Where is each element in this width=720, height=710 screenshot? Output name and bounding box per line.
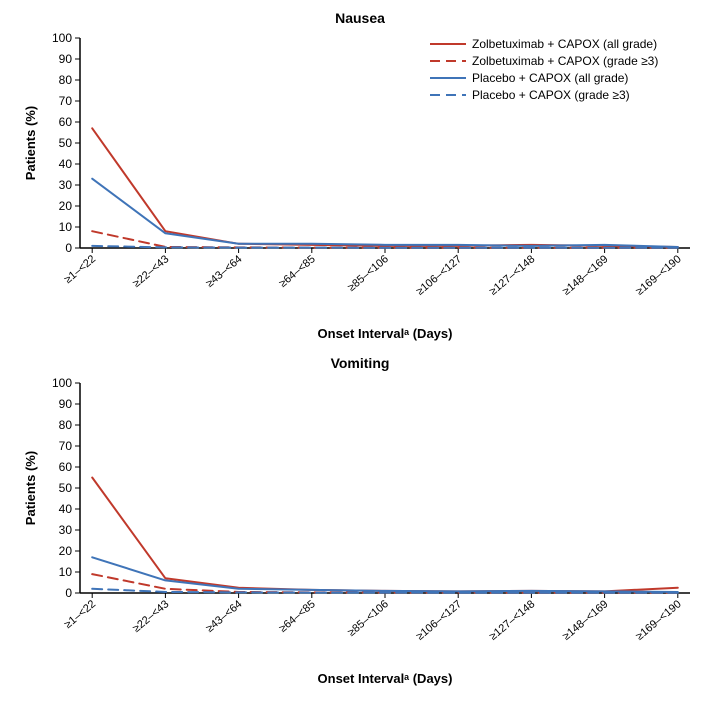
y-tick-label: 30: [59, 523, 73, 537]
x-tick-label: ≥148–<169: [560, 253, 610, 298]
legend-label: Placebo + CAPOX (grade ≥3): [472, 88, 630, 102]
y-tick-label: 20: [59, 544, 73, 558]
y-tick-label: 70: [59, 94, 73, 108]
x-tick-label: ≥43–<64: [204, 598, 245, 635]
y-tick-label: 60: [59, 115, 73, 129]
x-tick-label: ≥85–<106: [346, 598, 391, 639]
x-tick-label: ≥106–<127: [414, 598, 464, 643]
x-tick-label: ≥43–<64: [204, 253, 245, 290]
y-tick-label: 0: [65, 586, 72, 600]
y-axis-label: Patients (%): [23, 451, 38, 525]
chart-panel-nausea: Nausea 0 10 20 30 40 50 60 70 80 90 100 Patients (%)…: [10, 10, 710, 340]
chart-panel-vomiting: Vomiting 0 10 20 30 40 50 60 70 80 90 100 Patients (…: [10, 355, 710, 685]
x-tick-label: ≥64–<85: [277, 598, 318, 635]
x-tick-label: ≥106–<127: [414, 253, 464, 298]
x-tick-label: ≥64–<85: [277, 253, 318, 290]
series-line: [92, 179, 678, 247]
y-tick-label: 0: [65, 241, 72, 255]
y-tick-label: 40: [59, 502, 73, 516]
x-axis-label: Onset Intervalᵃ (Days): [318, 671, 453, 686]
chart-title: Vomiting: [10, 355, 710, 371]
series-line: [92, 557, 678, 592]
y-tick-label: 50: [59, 136, 73, 150]
x-tick-label: ≥127–<148: [487, 253, 537, 298]
y-tick-label: 60: [59, 460, 73, 474]
series-line: [92, 128, 678, 247]
x-tick-label: ≥85–<106: [346, 253, 391, 294]
x-tick-label: ≥1–<22: [62, 598, 98, 631]
chart-title: Nausea: [10, 10, 710, 26]
y-tick-label: 40: [59, 157, 73, 171]
y-axis-label: Patients (%): [23, 106, 38, 180]
legend-label: Zolbetuximab + CAPOX (all grade): [472, 37, 657, 51]
y-tick-label: 100: [52, 376, 72, 390]
figure-root: Nausea0102030405060708090100Patients (%)…: [10, 10, 710, 685]
y-tick-label: 20: [59, 199, 73, 213]
y-tick-label: 50: [59, 481, 73, 495]
series-line: [92, 478, 678, 592]
y-tick-label: 80: [59, 418, 73, 432]
y-tick-label: 90: [59, 397, 73, 411]
x-tick-label: ≥1–<22: [62, 253, 98, 286]
legend-label: Placebo + CAPOX (all grade): [472, 71, 628, 85]
x-tick-label: ≥127–<148: [487, 598, 537, 643]
y-tick-label: 100: [52, 31, 72, 45]
y-tick-label: 70: [59, 439, 73, 453]
y-tick-label: 90: [59, 52, 73, 66]
x-tick-label: ≥169–<190: [634, 598, 684, 643]
x-tick-label: ≥22–<43: [131, 598, 172, 635]
y-tick-label: 30: [59, 178, 73, 192]
x-tick-label: ≥22–<43: [131, 253, 172, 290]
legend-label: Zolbetuximab + CAPOX (grade ≥3): [472, 54, 658, 68]
x-axis-label: Onset Intervalᵃ (Days): [318, 326, 453, 341]
x-tick-label: ≥169–<190: [634, 253, 684, 298]
y-tick-label: 10: [59, 220, 73, 234]
y-tick-label: 10: [59, 565, 73, 579]
y-tick-label: 80: [59, 73, 73, 87]
x-tick-label: ≥148–<169: [560, 598, 610, 643]
